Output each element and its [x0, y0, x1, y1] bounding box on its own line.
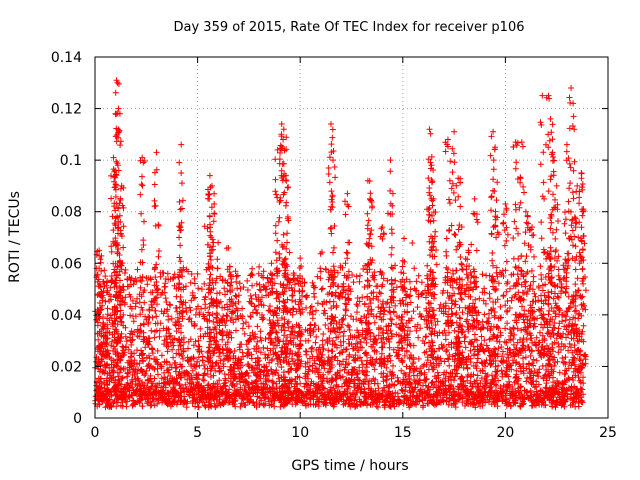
- y-tick-label: 0.1: [60, 153, 82, 169]
- data-point: [178, 141, 185, 148]
- data-point: [547, 115, 554, 122]
- data-point: [471, 195, 478, 202]
- data-point: [114, 79, 121, 86]
- data-point: [280, 126, 287, 133]
- y-axis-label: ROTI / TECUs: [7, 191, 23, 283]
- data-point: [457, 203, 464, 210]
- data-point: [518, 139, 525, 146]
- data-points: [92, 77, 589, 411]
- y-tick-label: 0.08: [51, 205, 82, 221]
- x-tick-label: 5: [193, 425, 202, 441]
- data-point: [502, 200, 509, 207]
- data-point: [139, 154, 146, 161]
- x-axis-label: GPS time / hours: [291, 458, 408, 474]
- data-point: [451, 128, 458, 135]
- data-point: [553, 182, 560, 189]
- x-tick-label: 15: [394, 425, 412, 441]
- data-point: [113, 77, 120, 84]
- data-point: [153, 149, 160, 156]
- data-point: [387, 157, 394, 164]
- data-point: [102, 273, 109, 280]
- data-point: [110, 154, 117, 161]
- y-tick-label: 0.06: [51, 256, 82, 272]
- axis-ticks: [94, 56, 609, 419]
- y-tick-label: 0.04: [51, 308, 82, 324]
- y-tick-labels: 0 0.02 0.04 0.06 0.08 0.1 0.12 0.14: [51, 50, 82, 427]
- data-point: [344, 190, 351, 197]
- data-point: [268, 260, 275, 267]
- x-tick-label: 25: [599, 425, 617, 441]
- data-point: [539, 92, 546, 99]
- chart-title: Day 359 of 2015, Rate Of TEC Index for r…: [174, 20, 525, 35]
- y-tick-label: 0: [73, 411, 82, 427]
- y-tick-label: 0.12: [51, 102, 82, 118]
- data-point: [568, 84, 575, 91]
- grid-lines: [95, 57, 608, 418]
- data-point: [570, 100, 577, 107]
- data-point: [115, 105, 122, 112]
- x-tick-label: 20: [496, 425, 514, 441]
- data-point: [563, 141, 570, 148]
- y-tick-label: 0.02: [51, 359, 82, 375]
- data-point: [444, 136, 451, 143]
- y-tick-label: 0.14: [51, 50, 82, 66]
- data-point: [522, 208, 529, 215]
- data-point: [428, 162, 435, 169]
- plot-frame: [94, 56, 609, 419]
- data-point: [297, 255, 304, 262]
- data-point: [327, 121, 334, 128]
- data-point: [274, 146, 281, 153]
- x-tick-label: 0: [91, 425, 100, 441]
- data-cloud: [92, 81, 589, 411]
- data-point: [206, 172, 213, 179]
- x-tick-label: 10: [291, 425, 309, 441]
- data-point: [278, 121, 285, 128]
- x-tick-labels: 0 5 10 15 20 25: [91, 425, 617, 441]
- data-point: [178, 170, 185, 177]
- data-point: [330, 157, 337, 164]
- data-point: [574, 182, 581, 189]
- data-point: [426, 126, 433, 133]
- data-point: [490, 128, 497, 135]
